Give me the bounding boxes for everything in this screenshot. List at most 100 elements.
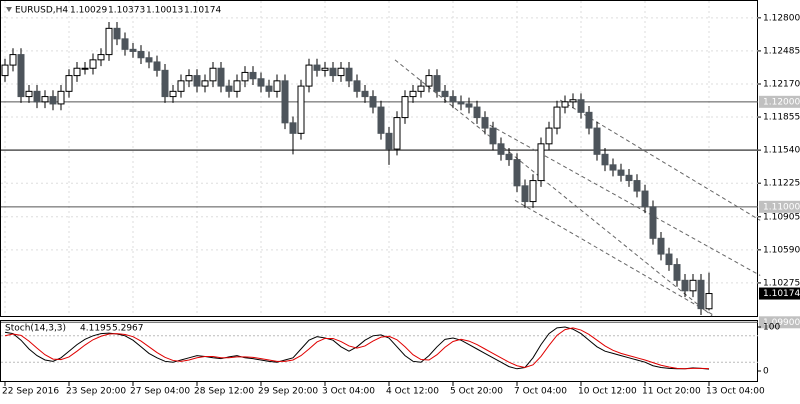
level-label-box — [759, 95, 800, 108]
y-tick-label: 1.11855 — [763, 113, 800, 123]
candle-body — [17, 54, 25, 98]
candle-body — [9, 54, 17, 66]
candle-body — [97, 54, 105, 61]
price-frame — [0, 0, 758, 317]
x-tick-label: 23 Sep 20:00 — [66, 387, 126, 397]
y-tick-label: 1.11225 — [763, 179, 800, 189]
candle-body — [177, 80, 185, 92]
candle-body — [137, 50, 145, 59]
candle-body — [65, 75, 73, 92]
candle-body — [385, 132, 393, 150]
candle-body — [169, 90, 177, 98]
candle-body — [489, 127, 497, 145]
trend-line — [559, 99, 761, 221]
level-label-box — [759, 200, 800, 213]
candle-body — [369, 96, 377, 108]
candle-body — [345, 67, 353, 82]
x-tick-label: 10 Oct 12:00 — [578, 387, 637, 397]
candle-body — [121, 38, 129, 50]
candle-body — [81, 67, 89, 70]
candle-body — [153, 61, 161, 71]
candle-body — [625, 174, 633, 182]
x-tick-label: 28 Sep 12:00 — [194, 387, 254, 397]
candle-body — [297, 85, 305, 134]
title-value: 1.10174 — [184, 6, 221, 16]
candle-body — [313, 64, 321, 71]
y-tick-label: 1.11540 — [763, 146, 800, 156]
level-label: 1.11000 — [763, 202, 800, 212]
candle-body — [353, 80, 361, 92]
candle-body — [529, 180, 537, 203]
candle-body — [617, 169, 625, 176]
candle-body — [705, 293, 713, 310]
candle-body — [73, 67, 81, 77]
title-value: 1.10029 — [70, 6, 107, 16]
level-label: 1.09900 — [763, 318, 800, 328]
x-tick-label: 13 Oct 04:00 — [706, 387, 765, 397]
candle-body — [393, 117, 401, 150]
candle-body — [545, 127, 553, 145]
candle-body — [473, 106, 481, 119]
x-tick-label: 27 Sep 04:00 — [130, 387, 190, 397]
candle-body — [601, 153, 609, 166]
indicator-value: 4.1195 — [80, 324, 112, 334]
candle-body — [441, 90, 449, 98]
stoch-line — [4, 326, 710, 370]
candle-body — [633, 180, 641, 192]
candle-body — [481, 117, 489, 129]
candle-body — [361, 90, 369, 98]
candle-body — [665, 253, 673, 266]
candle-body — [113, 27, 121, 40]
x-tick-label: 22 Sep 2016 — [2, 387, 59, 397]
candle-body — [457, 101, 465, 105]
indicator-value: 5.2967 — [112, 324, 144, 334]
candle-body — [609, 164, 617, 171]
candle-body — [41, 96, 49, 103]
candle-body — [161, 69, 169, 98]
y-tick-label: 1.10590 — [763, 245, 800, 255]
stoch-line — [4, 327, 710, 370]
candle-body — [497, 143, 505, 155]
trend-line — [489, 124, 761, 276]
candle-body — [657, 237, 665, 255]
candle-body — [281, 80, 289, 124]
indicator-title: Stoch(14,3,3) — [5, 324, 66, 334]
candle-body — [401, 96, 409, 119]
candle-body — [1, 64, 9, 77]
candle-body — [257, 78, 265, 87]
candle-body — [241, 71, 249, 82]
current-price-box — [759, 287, 800, 300]
candle-body — [129, 48, 137, 52]
candle-body — [409, 90, 417, 98]
candle-body — [145, 57, 153, 63]
candle-body — [425, 75, 433, 87]
x-tick-label: 29 Sep 20:00 — [258, 387, 318, 397]
candle-body — [193, 75, 201, 87]
candle-body — [329, 67, 337, 77]
candle-body — [201, 80, 209, 87]
candle-body — [593, 127, 601, 155]
level-label-box — [759, 316, 800, 329]
candle-body — [89, 59, 97, 69]
candle-body — [225, 85, 233, 92]
candle-body — [641, 190, 649, 208]
candle-body — [433, 75, 441, 92]
candle-body — [465, 103, 473, 108]
candle-body — [649, 206, 657, 239]
candle-body — [249, 71, 257, 80]
candle-body — [33, 90, 41, 103]
level-label: 1.12000 — [763, 97, 800, 107]
candle-body — [673, 264, 681, 281]
candle-body — [513, 159, 521, 187]
x-tick-label: 4 Oct 12:00 — [386, 387, 439, 397]
stoch-tick-label: 100 — [763, 323, 780, 333]
y-tick-label: 1.12800 — [763, 13, 800, 23]
candle-body — [209, 67, 217, 82]
candle-body — [521, 185, 529, 203]
y-tick-label: 1.10275 — [763, 278, 800, 288]
chart-title: EURUSD,H4 — [15, 6, 68, 16]
y-tick-label: 1.12485 — [763, 46, 800, 56]
trend-line — [514, 199, 716, 317]
candle-body — [217, 67, 225, 87]
